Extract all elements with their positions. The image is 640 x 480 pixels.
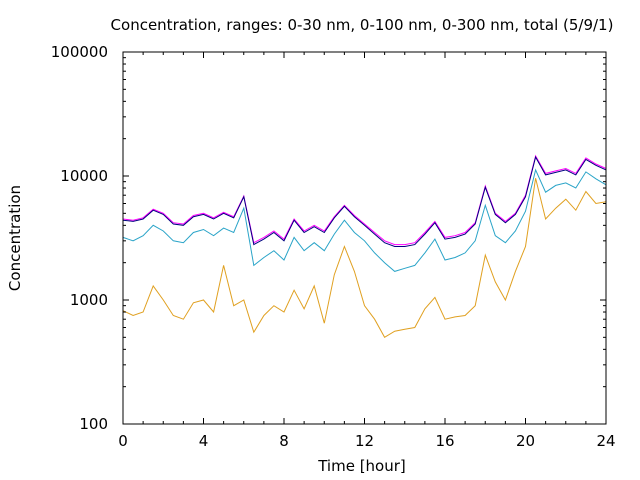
series-line-1 — [122, 154, 607, 246]
series-line-2 — [122, 155, 607, 247]
x-axis: 0 4 8 12 16 20 24 — [118, 52, 616, 450]
x-tick-label: 12 — [355, 432, 374, 450]
plot-frame — [122, 51, 607, 425]
y-tick-label: 10000 — [60, 167, 108, 185]
series-line-3 — [122, 168, 607, 272]
series-layer — [122, 154, 607, 338]
y-tick-label: 100 — [79, 415, 108, 433]
series-line-4 — [122, 178, 607, 338]
x-tick-label: 8 — [279, 432, 289, 450]
y-axis: 100 1000 10000 100000 — [51, 43, 606, 433]
x-axis-label: Time [hour] — [317, 457, 406, 475]
x-tick-label: 20 — [516, 432, 535, 450]
x-tick-label: 4 — [199, 432, 209, 450]
y-tick-label: 100000 — [51, 43, 108, 61]
x-tick-label: 0 — [118, 432, 128, 450]
y-tick-label: 1000 — [70, 291, 108, 309]
x-tick-label: 24 — [596, 432, 615, 450]
y-axis-label: Concentration — [6, 185, 24, 291]
x-tick-label: 16 — [435, 432, 454, 450]
chart-title: Concentration, ranges: 0-30 nm, 0-100 nm… — [111, 16, 614, 34]
